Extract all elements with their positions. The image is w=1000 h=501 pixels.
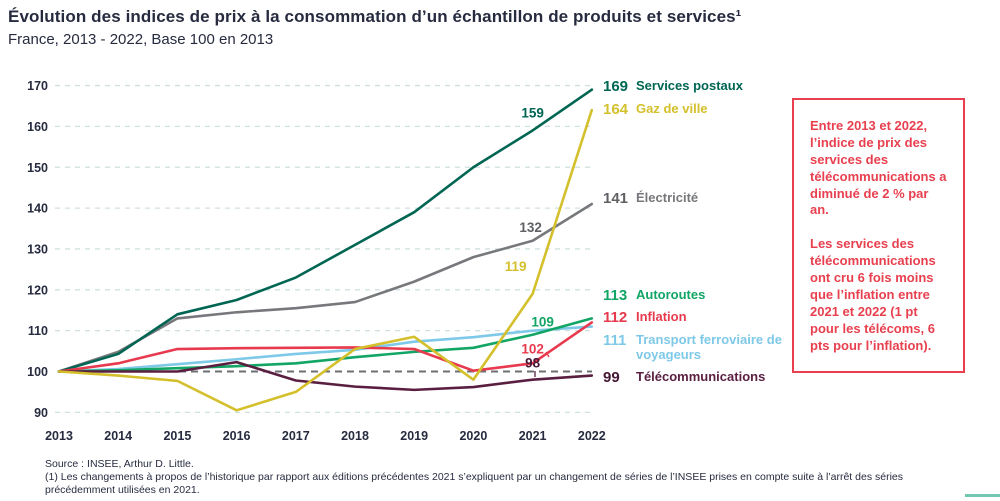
page-subtitle: France, 2013 - 2022, Base 100 en 2013 — [8, 31, 274, 48]
annotation-2021-132: 132 — [519, 220, 542, 235]
y-axis-tick-170: 170 — [27, 79, 48, 93]
annotation-2021-102: 102 — [521, 341, 544, 356]
legend-value-2022: 112 — [603, 309, 628, 326]
x-axis-tick-2021: 2021 — [519, 429, 547, 443]
legend-series-name: Services postaux — [636, 78, 743, 93]
x-axis-tick-2013: 2013 — [45, 429, 73, 443]
legend-value-2022: 169 — [603, 78, 629, 95]
series-line-t-l-communications — [57, 360, 594, 392]
legend-value-2022: 141 — [603, 190, 629, 207]
y-axis-tick-100: 100 — [27, 365, 48, 379]
y-axis-tick-150: 150 — [27, 161, 48, 175]
legend-value-2022: 99 — [603, 369, 620, 386]
footnote-line: (1) Les changements à propos de l’histor… — [45, 470, 903, 496]
series-line-transport-ferroviaire-de-voyageurs — [57, 325, 594, 373]
callout-paragraph-2: Les services des télécommunications ont … — [810, 236, 936, 353]
legend-value-2022: 111 — [603, 332, 627, 349]
legend-series-name: Autoroutes — [636, 287, 706, 302]
x-axis-tick-2022: 2022 — [578, 429, 606, 443]
source-line: Source : INSEE, Arthur D. Little. — [45, 458, 194, 470]
legend-entry--lectricit-: 141 Électricité — [603, 190, 791, 207]
legend-entry-inflation: 112 Inflation — [603, 309, 791, 326]
legend-value-2022: 113 — [603, 287, 628, 304]
x-axis-tick-2019: 2019 — [400, 429, 428, 443]
x-axis-tick-2016: 2016 — [223, 429, 251, 443]
legend-entry-autoroutes: 113 Autoroutes — [603, 287, 791, 304]
legend-entry-t-l-communications: 99 Télécommunications — [603, 369, 791, 386]
x-axis-tick-2018: 2018 — [341, 429, 369, 443]
callout-paragraph-1: Entre 2013 et 2022, l’indice de prix des… — [810, 118, 947, 218]
x-axis-tick-2014: 2014 — [104, 429, 132, 443]
y-axis-tick-140: 140 — [27, 202, 48, 216]
annotation-2021-98: 98 — [525, 356, 541, 371]
legend-series-name: Transport ferroviaire de voyageurs — [636, 332, 782, 362]
legend-entry-services-postaux: 169 Services postaux — [603, 78, 791, 95]
source-footnote-block: Source : INSEE, Arthur D. Little. (1) Le… — [45, 458, 940, 496]
y-axis-tick-110: 110 — [28, 324, 48, 338]
y-axis-tick-160: 160 — [27, 120, 48, 134]
legend-series-name: Télécommunications — [636, 369, 766, 384]
legend-value-2022: 164 — [603, 101, 629, 118]
series-line-inflation — [57, 321, 594, 373]
y-axis-tick-120: 120 — [27, 283, 48, 297]
y-axis-tick-130: 130 — [27, 242, 48, 256]
annotation-tick-102 — [545, 351, 550, 358]
page-title: Évolution des indices de prix à la conso… — [8, 7, 742, 26]
annotation-2021-159: 159 — [521, 105, 544, 120]
legend-series-name: Inflation — [636, 309, 687, 324]
page-corner-accent-bar — [965, 494, 1000, 497]
legend-series-name: Électricité — [636, 190, 699, 205]
annotation-2021-119: 119 — [505, 259, 527, 274]
legend-entry-transport-ferroviaire-de-voyageurs: 111 Transport ferroviaire de voyageurs — [603, 332, 791, 363]
series-line-gaz-de-ville — [57, 108, 594, 412]
legend-series-name: Gaz de ville — [636, 101, 708, 116]
legend-entry-gaz-de-ville: 164 Gaz de ville — [603, 101, 791, 118]
x-axis-tick-2015: 2015 — [163, 429, 191, 443]
x-axis-tick-2017: 2017 — [282, 429, 310, 443]
x-axis-tick-2020: 2020 — [459, 429, 487, 443]
y-axis-tick-90: 90 — [34, 406, 48, 420]
annotation-2021-109: 109 — [531, 315, 554, 330]
series-line-autoroutes — [57, 317, 594, 373]
series-line-services-postaux — [57, 88, 594, 373]
telecom-callout-box: Entre 2013 et 2022, l’indice de prix des… — [792, 98, 965, 373]
